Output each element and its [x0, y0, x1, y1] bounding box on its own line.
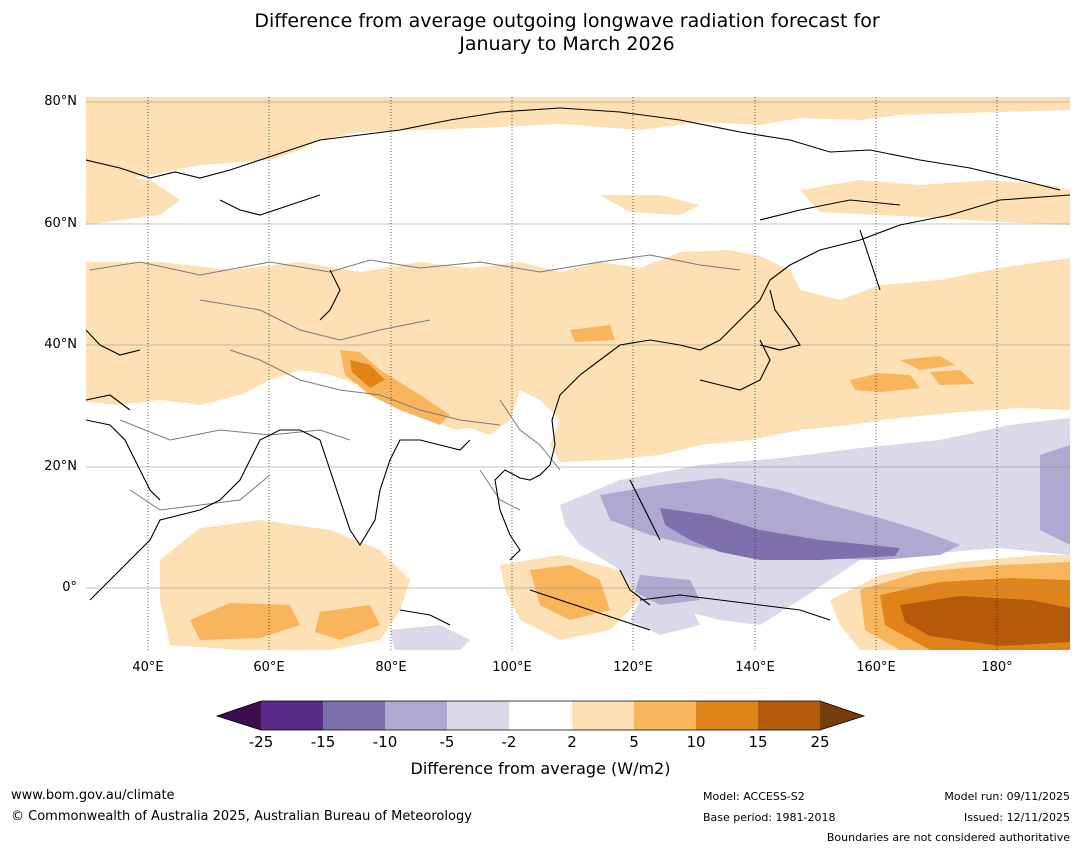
lat-label-40n: 40°N — [44, 337, 77, 352]
colorbar-segment — [572, 701, 634, 730]
latitude-gridlines — [86, 101, 1070, 589]
lon-label-100e: 100°E — [492, 660, 532, 675]
lon-label-40e: 40°E — [132, 660, 164, 675]
colorbar-title: Difference from average (W/m2) — [410, 759, 671, 778]
lon-label-160e: 160°E — [856, 660, 896, 675]
colorbar-tick: -10 — [372, 733, 398, 751]
title-line-1: Difference from average outgoing longwav… — [254, 10, 880, 32]
title-line-2: January to March 2026 — [459, 33, 675, 55]
anomaly-neg15-to-neg10-areas — [660, 508, 900, 560]
footer-model-run: Model run: 09/11/2025 — [944, 790, 1070, 803]
colorbar-segment — [323, 701, 385, 730]
lon-label-80e: 80°E — [375, 660, 407, 675]
lat-label-0: 0° — [62, 580, 77, 595]
colorbar-segment — [696, 701, 758, 730]
colorbar-segment — [509, 701, 572, 730]
colorbar-tick: -2 — [501, 733, 517, 751]
footer-model: Model: ACCESS-S2 — [703, 790, 805, 803]
colorbar-tick: 15 — [748, 733, 768, 751]
colorbar-segment-below — [217, 701, 261, 730]
footer-base-period: Base period: 1981-2018 — [703, 811, 836, 824]
colorbar-segment — [447, 701, 509, 730]
colorbar-segment — [385, 701, 447, 730]
colorbar-tick: 25 — [810, 733, 830, 751]
colorbar — [215, 700, 866, 731]
lon-label-60e: 60°E — [253, 660, 285, 675]
lon-label-140e: 140°E — [735, 660, 775, 675]
longitude-gridlines — [147, 97, 998, 650]
colorbar-tick: 10 — [686, 733, 706, 751]
colorbar-tick: -25 — [248, 733, 274, 751]
chart-title: Difference from average outgoing longwav… — [0, 10, 1081, 56]
lon-label-120e: 120°E — [613, 660, 653, 675]
colorbar-outline — [215, 700, 866, 731]
lon-label-180: 180° — [981, 660, 1013, 675]
footer-copyright: © Commonwealth of Australia 2025, Austra… — [11, 809, 472, 824]
footer-issued: Issued: 12/11/2025 — [963, 811, 1070, 824]
lat-label-20n: 20°N — [44, 459, 77, 474]
lat-label-80n: 80°N — [44, 94, 77, 109]
colorbar-tick: 2 — [567, 733, 577, 751]
colorbar-tick: 5 — [629, 733, 639, 751]
anomaly-15-to-25-areas — [900, 596, 1070, 646]
colorbar-segment — [261, 701, 323, 730]
country-boundaries — [89, 254, 741, 511]
footer-url[interactable]: www.bom.gov.au/climate — [11, 788, 175, 803]
colorbar-tick: -15 — [310, 733, 336, 751]
colorbar-tick: -5 — [439, 733, 455, 751]
lat-label-60n: 60°N — [44, 216, 77, 231]
colorbar-segment-above — [820, 701, 864, 730]
colorbar-segment — [758, 701, 820, 730]
colorbar-segment — [634, 701, 696, 730]
footer-disclaimer: Boundaries are not considered authoritat… — [826, 831, 1070, 844]
coastlines — [86, 107, 1070, 631]
